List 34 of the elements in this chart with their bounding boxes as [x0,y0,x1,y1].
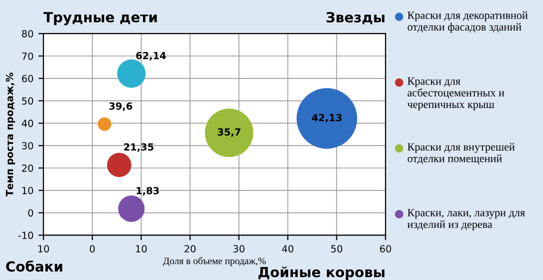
x-tick-label: 30 [233,245,244,252]
x-tick-label: 0 [90,245,95,252]
y-tick-label: 40 [22,120,34,128]
data-label: 42,13 [312,114,342,122]
y-tick-label: 80 [22,30,34,38]
y-tick-label: -10 [18,232,34,240]
x-tick-label: 10 [38,245,49,252]
data-label: 62,14 [136,52,166,60]
legend-label: Краски для декоративной отделки фасадов зданий [408,11,528,33]
x-tick-label: 50 [331,245,342,252]
legend-label: Краски для внутрешей отделки помещений [408,142,515,164]
y-tick-label: 0 [28,209,34,217]
y-axis-title: Темп роста продаж,% [6,72,16,196]
y-tick-label: 10 [22,186,34,194]
y-tick-label: 60 [22,74,34,82]
data-label: 21,35 [124,143,154,152]
x-tick-label: 10 [136,245,147,252]
text: Дойные коровы [258,266,384,280]
y-tick-label: 20 [22,164,34,172]
text: Трудные дети [44,12,157,26]
text: Звезды [326,12,384,24]
y-tick-label: 50 [22,97,34,105]
legend-label: Краски для асбестоцементных и черепичных крыш [407,77,504,110]
data-label: 39,6 [109,102,132,111]
x-axis-title: Доля в объеме продаж,% [163,257,266,266]
legend-label: Краски, лаки, лазури для изделий из дерева [407,209,525,230]
y-tick-label: 70 [22,52,34,60]
data-label: 1,83 [136,186,159,196]
x-tick-label: 40 [282,245,294,252]
y-tick-label: 30 [22,142,34,150]
text: Собаки [6,260,62,272]
data-label: 35,7 [218,128,240,137]
x-tick-label: 60 [380,245,392,252]
x-tick-label: 20 [184,245,196,252]
